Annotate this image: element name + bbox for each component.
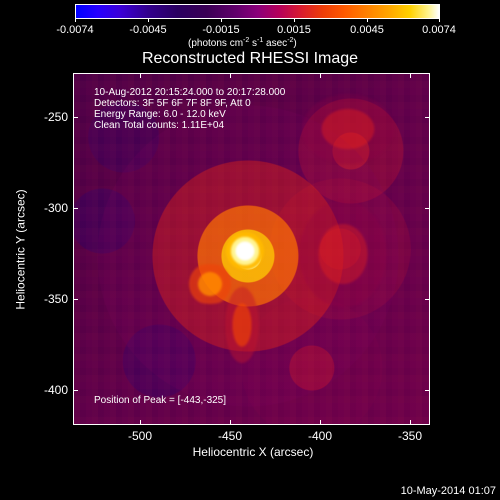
generated-date: 10-May-2014 01:07 — [400, 485, 496, 497]
units-middle: s — [249, 38, 258, 49]
colorbar-tick — [75, 18, 76, 22]
x-tick-bottom — [230, 420, 231, 425]
colorbar-tick-label: 0.0045 — [350, 24, 384, 36]
upper-right-emission — [302, 94, 394, 164]
y-tick-right — [425, 117, 430, 118]
x-tick-label: -400 — [307, 429, 333, 443]
colorbar — [75, 4, 440, 19]
clean-counts-text: Clean Total counts: 1.11E+04 — [94, 120, 224, 131]
colorbar-tick — [439, 18, 440, 22]
colorbar-tick — [148, 18, 149, 22]
y-axis-title: Heliocentric Y (arcsec) — [13, 189, 28, 310]
colorbar-tick — [294, 18, 295, 22]
y-tick-label: -250 — [43, 110, 68, 124]
colorbar-tick-label: 0.0074 — [422, 24, 456, 36]
x-tick-label: -350 — [397, 429, 423, 443]
y-tick-left — [73, 299, 78, 300]
x-tick-bottom — [140, 420, 141, 425]
y-tick-right — [425, 299, 430, 300]
y-tick-right — [425, 208, 430, 209]
y-tick-left — [73, 390, 78, 391]
source-tail — [223, 282, 261, 368]
x-tick-bottom — [320, 420, 321, 425]
x-tick-label: -450 — [217, 429, 243, 443]
colorbar-tick-label: -0.0074 — [56, 24, 94, 36]
peak-position-text: Position of Peak = [-443,-325] — [94, 395, 227, 406]
x-tick-top — [230, 73, 231, 78]
y-tick-right — [425, 390, 430, 391]
y-tick-left — [73, 208, 78, 209]
colorbar-tick — [221, 18, 222, 22]
units-superscript: -2 — [243, 37, 250, 44]
time-range-text: 10-Aug-2012 20:15:24.000 to 20:17:28.000 — [94, 87, 286, 98]
units-superscript: -1 — [257, 37, 264, 44]
x-tick-bottom — [410, 420, 411, 425]
x-axis-title: Heliocentric X (arcsec) — [192, 445, 314, 459]
y-tick-label: -300 — [43, 201, 68, 215]
brightest-source — [226, 232, 264, 270]
colorbar-tick — [367, 18, 368, 22]
x-tick-label: -500 — [127, 429, 153, 443]
units-middle-2: asec — [263, 38, 288, 49]
units-superscript: -2 — [287, 37, 294, 44]
detectors-text: Detectors: 3F 5F 6F 7F 8F 9F, Att 0 — [94, 98, 251, 109]
y-tick-label: -350 — [43, 292, 68, 306]
colorbar-tick-label: 0.0015 — [277, 24, 311, 36]
colorbar-tick-label: -0.0015 — [202, 24, 240, 36]
energy-range-text: Energy Range: 6.0 - 12.0 keV — [94, 109, 226, 120]
colorbar-tick-label: -0.0045 — [129, 24, 167, 36]
x-tick-top — [410, 73, 411, 78]
x-tick-top — [320, 73, 321, 78]
units-suffix: ) — [293, 38, 297, 49]
right-emission — [298, 199, 388, 309]
units-prefix: (photons cm — [188, 38, 244, 49]
x-tick-top — [140, 73, 141, 78]
colorbar-units: (photons cm-2 s-1 asec-2) — [188, 37, 363, 52]
y-tick-left — [73, 117, 78, 118]
figure-title: Reconstructed RHESSI Image — [141, 50, 359, 67]
rhessi-image-plot: 10-Aug-2012 20:15:24.000 to 20:17:28.000… — [73, 73, 430, 425]
y-tick-label: -400 — [43, 383, 68, 397]
